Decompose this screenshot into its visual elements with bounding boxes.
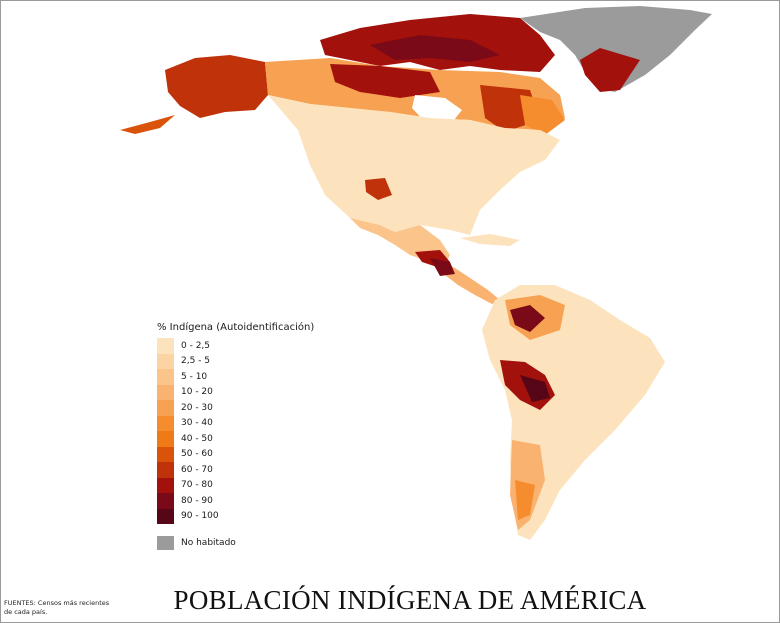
sources-line-2: de cada país. <box>4 608 48 616</box>
labrador <box>520 95 565 135</box>
legend-swatch <box>157 493 174 509</box>
legend-swatch <box>157 508 174 524</box>
legend-label: 10 - 20 <box>181 387 213 398</box>
legend-class: 0 - 2,5 <box>157 338 314 354</box>
legend-swatch <box>157 369 174 385</box>
legend-label: 5 - 10 <box>181 371 208 382</box>
south-america <box>482 285 665 540</box>
legend-no-data-swatch <box>157 536 174 550</box>
legend-label: 60 - 70 <box>181 464 213 475</box>
legend-label: 80 - 90 <box>181 495 213 506</box>
guatemala-patch <box>430 258 455 276</box>
sources-line-1: FUENTES: Censos más recientes <box>4 599 110 607</box>
legend-swatch <box>157 415 174 431</box>
legend-no-data-label: No habitado <box>181 538 236 548</box>
legend-title: % Indígena (Autoidentificación) <box>157 322 315 333</box>
alaska-tail <box>120 115 175 134</box>
amazon-core <box>510 305 545 332</box>
usa-southwest-patch <box>365 178 392 200</box>
legend-class: 5 - 10 <box>157 369 314 385</box>
legend-class: 20 - 30 <box>157 400 314 416</box>
legend-class: 40 - 50 <box>157 431 314 447</box>
legend-swatch <box>157 431 174 447</box>
greenland-coast <box>580 48 640 92</box>
legend-classes: 0 - 2,5 2,5 - 5 5 - 10 10 - 20 20 - 30 3… <box>157 338 314 524</box>
legend-swatch <box>157 400 174 416</box>
legend-label: 40 - 50 <box>181 433 213 444</box>
map-legend: % Indígena (Autoidentificación) 0 - 2,5 … <box>157 322 314 550</box>
legend-label: 30 - 40 <box>181 418 213 429</box>
legend-class: 2,5 - 5 <box>157 353 314 369</box>
greenland-region <box>520 6 712 92</box>
bolivia-core <box>520 375 550 402</box>
legend-swatch <box>157 384 174 400</box>
legend-label: 90 - 100 <box>181 511 219 522</box>
alaska-region <box>165 55 268 118</box>
legend-class: 80 - 90 <box>157 493 314 509</box>
legend-label: 2,5 - 5 <box>181 356 211 367</box>
legend-swatch <box>157 338 174 354</box>
legend-class: 60 - 70 <box>157 462 314 478</box>
legend-class: 10 - 20 <box>157 384 314 400</box>
legend-class: 70 - 80 <box>157 477 314 493</box>
legend-no-data: No habitado <box>157 536 314 550</box>
north-america-main <box>268 95 560 235</box>
legend-swatch <box>157 353 174 369</box>
legend-swatch <box>157 446 174 462</box>
caribbean-islands <box>460 234 520 246</box>
arctic-islands-core <box>370 35 500 62</box>
legend-label: 70 - 80 <box>181 480 213 491</box>
nunavut-band <box>330 64 440 98</box>
central-america <box>440 262 500 304</box>
legend-label: 50 - 60 <box>181 449 213 460</box>
map-title: POBLACIÓN INDÍGENA DE AMÉRICA <box>173 585 647 615</box>
legend-class: 30 - 40 <box>157 415 314 431</box>
legend-swatch <box>157 462 174 478</box>
patagonia-patch <box>515 480 535 520</box>
legend-class: 50 - 60 <box>157 446 314 462</box>
legend-label: 0 - 2,5 <box>181 340 211 351</box>
sources-note: FUENTES: Censos más recientes de cada pa… <box>4 599 114 617</box>
legend-swatch <box>157 477 174 493</box>
legend-class: 90 - 100 <box>157 508 314 524</box>
legend-label: 20 - 30 <box>181 402 213 413</box>
